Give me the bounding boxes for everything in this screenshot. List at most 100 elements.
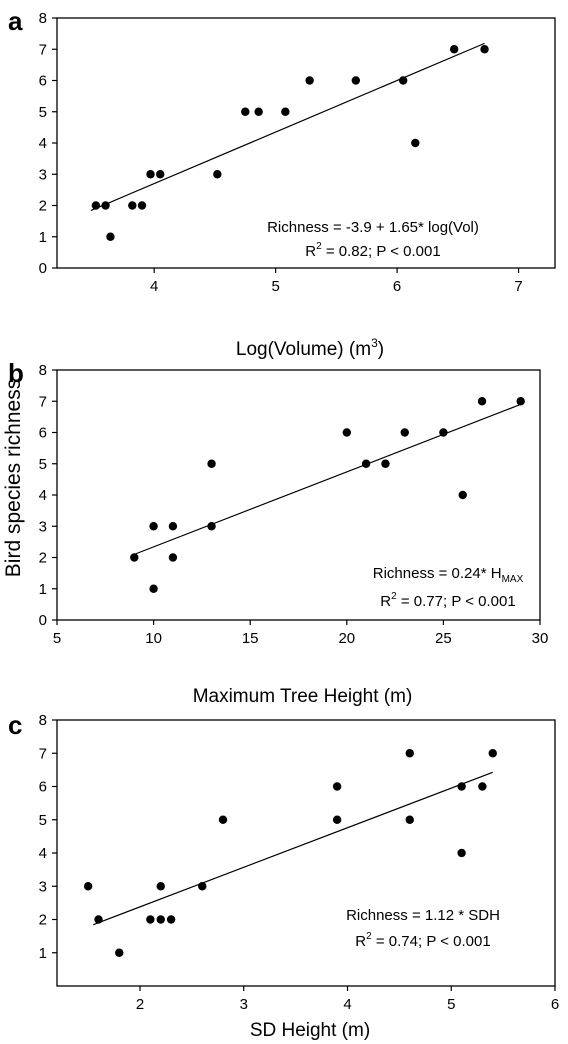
data-point	[361, 459, 371, 468]
data-point	[281, 107, 290, 116]
data-point	[449, 45, 459, 54]
data-point	[146, 915, 155, 924]
y-tick-label: 2	[39, 912, 47, 929]
data-point	[115, 948, 124, 957]
r-squared-r: R	[305, 243, 316, 260]
r-squared-text: = 0.77; P < 0.001	[397, 593, 516, 610]
x-axis-title-text: Maximum Tree Height (m)	[193, 686, 413, 707]
x-tick-label: 7	[514, 278, 522, 295]
data-point	[83, 882, 93, 891]
r-squared-r: R	[355, 933, 366, 950]
y-tick-label: 8	[39, 712, 47, 729]
equation-annotation: Richness = 0.24* HMAX	[373, 565, 524, 585]
y-tick-label: 7	[39, 41, 47, 58]
panel-letter: c	[8, 710, 22, 740]
data-point	[405, 815, 414, 824]
y-tick-label: 1	[39, 581, 47, 598]
y-tick-label: 8	[39, 362, 47, 379]
data-point	[218, 815, 228, 824]
y-tick-label: 7	[39, 393, 47, 410]
y-tick-label: 3	[39, 878, 47, 895]
data-point	[156, 170, 165, 179]
data-point	[137, 201, 147, 210]
x-tick-label: 6	[393, 278, 401, 295]
data-point	[168, 553, 178, 562]
x-axis-title-superscript: 3	[371, 336, 378, 350]
x-axis-title: SD Height (m)	[250, 1020, 370, 1041]
x-axis-title-end: )	[378, 339, 384, 360]
data-point	[166, 915, 176, 924]
data-point	[332, 815, 342, 824]
y-tick-label: 0	[39, 260, 47, 277]
r-squared-superscript: 2	[391, 591, 397, 602]
y-tick-label: 2	[39, 550, 47, 567]
y-tick-label: 4	[39, 487, 47, 504]
x-tick-label: 5	[53, 630, 61, 647]
panel-c: c 1 2 3 4 5 6 7 8 2 3 4 5 6 SD Height (m) Richness = 1.…	[8, 710, 559, 1041]
y-tick-label: 1	[39, 229, 47, 246]
y-tick-label: 5	[39, 104, 47, 121]
y-tick-label: 3	[39, 166, 47, 183]
data-point	[146, 170, 155, 179]
equation-text: Richness = 0.24* H	[373, 565, 502, 582]
data-point	[381, 459, 390, 468]
data-point	[488, 749, 497, 758]
shared-y-axis-label: Bird species richness	[2, 379, 25, 577]
x-tick-label: 30	[532, 630, 549, 647]
x-tick-label: 15	[242, 630, 259, 647]
equation-annotation: Richness = -3.9 + 1.65* log(Vol)	[267, 219, 479, 236]
r-squared-text: = 0.82; P < 0.001	[322, 243, 441, 260]
data-point	[213, 170, 222, 179]
equation-subscript: MAX	[502, 574, 524, 585]
data-point	[91, 201, 101, 210]
x-tick-label: 2	[136, 996, 144, 1013]
y-tick-label: 0	[39, 612, 47, 629]
x-tick-label: 25	[435, 630, 452, 647]
x-tick-label: 4	[150, 278, 158, 295]
y-tick-label: 4	[39, 135, 47, 152]
data-point	[480, 45, 489, 54]
data-point	[207, 459, 216, 468]
data-point	[458, 490, 467, 500]
equation-annotation: Richness = 1.12 * SDH	[346, 907, 500, 924]
data-point	[94, 915, 103, 924]
data-point	[439, 428, 448, 437]
data-point	[168, 522, 178, 531]
x-axis-title: Maximum Tree Height (m)	[193, 686, 413, 707]
data-point	[478, 782, 487, 791]
y-tick-label: 7	[39, 745, 47, 762]
data-point	[156, 882, 165, 891]
r-squared-r: R	[380, 593, 391, 610]
r-squared-annotation: R2 = 0.82; P < 0.001	[305, 241, 440, 260]
data-point	[149, 522, 158, 531]
equation-text: Richness = 1.12 * SDH	[346, 907, 500, 924]
plot-frame	[56, 369, 541, 621]
data-point	[411, 138, 420, 148]
x-axis-title: Log(Volume) (m3)	[236, 336, 384, 360]
x-tick-label: 5	[447, 996, 455, 1013]
data-point	[130, 553, 139, 562]
x-axis-title-text: Log(Volume) (m	[236, 339, 371, 360]
data-point	[156, 915, 165, 924]
r-squared-annotation: R2 = 0.77; P < 0.001	[380, 591, 515, 610]
data-point	[101, 201, 110, 210]
y-tick-label: 6	[39, 73, 47, 90]
r-squared-superscript: 2	[316, 241, 322, 252]
data-point	[457, 782, 466, 791]
data-point	[332, 782, 342, 791]
x-tick-label: 6	[551, 996, 559, 1013]
x-tick-label: 4	[343, 996, 351, 1013]
data-point	[305, 76, 314, 85]
x-tick-label: 20	[338, 630, 355, 647]
y-tick-label: 4	[39, 845, 47, 862]
regression-line	[134, 403, 521, 555]
y-tick-label: 6	[39, 779, 47, 796]
data-point	[207, 522, 216, 531]
equation-text: Richness = -3.9 + 1.65* log(Vol)	[267, 219, 479, 236]
x-axis-title-text: SD Height (m)	[250, 1020, 370, 1041]
r-squared-superscript: 2	[366, 931, 372, 942]
y-tick-label: 5	[39, 456, 47, 473]
regression-line	[93, 771, 493, 926]
data-point	[106, 232, 115, 241]
